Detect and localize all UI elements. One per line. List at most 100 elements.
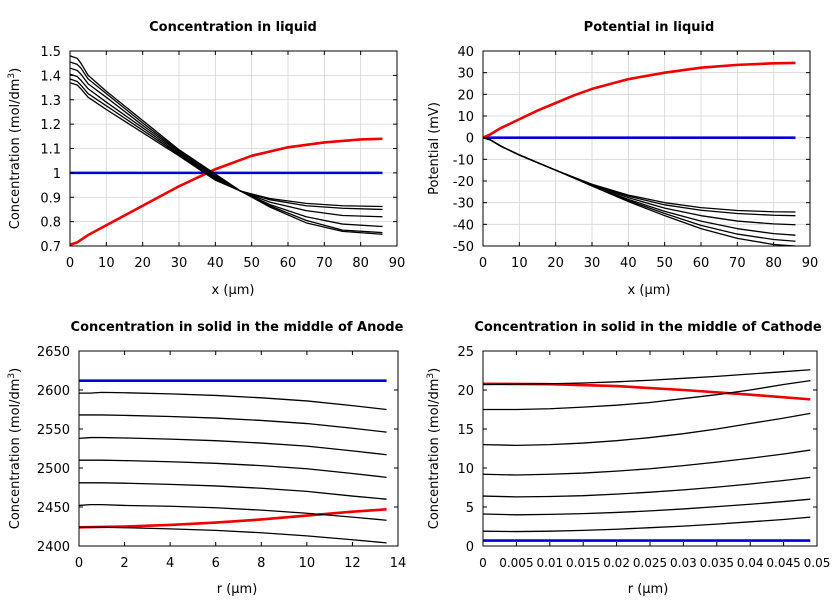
y-tick-label: 2650 [37,345,70,360]
x-axis-label: r (µm) [628,582,669,597]
x-axis-label: x (µm) [212,283,255,298]
x-tick-label: 80 [352,256,369,271]
x-tick-label: 40 [620,256,637,271]
plot-frame [482,50,811,247]
y-tick-label: 1 [53,167,61,182]
y-tick-label: 1.1 [40,143,61,158]
x-tick-label: 0 [66,256,74,271]
y-tick-label: -20 [453,175,474,190]
y-tick-label: 1.5 [40,45,61,60]
y-tick-label: 2600 [37,384,70,399]
series-line-6 [79,482,387,500]
series-line-1 [482,61,796,139]
y-axis-label-tail: ) [427,368,442,373]
x-tick-label: 60 [693,256,710,271]
series-line-1 [69,137,383,247]
y-tick-label: 20 [457,384,474,399]
series-line-3 [483,379,811,411]
series-line-2 [79,391,387,411]
x-tick-label: 14 [390,556,407,571]
series-line-6 [482,137,796,242]
y-tick-label: 5 [466,501,474,516]
series-line-8 [482,516,811,533]
x-tick-label: 10 [98,256,115,271]
series-line-6 [69,78,383,234]
series-line-3 [79,414,387,433]
x-tick-label: 0.05 [804,556,831,570]
x-tick-label: 0.005 [499,556,533,570]
y-tick-label: 15 [457,423,474,438]
x-tick-label: 0 [479,556,487,570]
series-line-8 [79,526,387,544]
x-tick-label: 0.035 [700,556,734,570]
x-tick-label: 90 [389,256,406,271]
x-tick-label: 0.04 [737,556,764,570]
series-line-7 [482,498,811,516]
series-line-6 [482,476,811,498]
series-line-4 [78,436,387,456]
series-line-4 [69,67,383,218]
y-tick-label: 2500 [37,462,70,477]
series-line-3 [69,61,383,211]
y-tick-label: 0 [466,132,474,147]
x-tick-label: 40 [207,256,224,271]
y-tick-label: 1.2 [40,118,61,133]
x-tick-label: 12 [344,556,361,571]
series-line-5 [79,459,387,479]
x-tick-label: 30 [171,256,188,271]
x-tick-label: 0.03 [670,556,697,570]
y-tick-label: 10 [457,462,474,477]
y-tick-label: 0.7 [40,240,61,255]
series-line-7 [69,82,383,235]
y-tick-label: 0 [466,540,474,555]
x-tick-label: 80 [765,256,782,271]
x-tick-label: 2 [120,556,128,571]
x-tick-label: 50 [656,256,673,271]
x-tick-label: 6 [212,556,220,571]
x-tick-label: 60 [280,256,297,271]
y-tick-label: -40 [453,218,474,233]
series-line-5 [482,137,796,236]
y-axis-label-main: Concentration (mol/dm [8,79,23,230]
y-tick-label: 20 [457,88,474,103]
x-axis-label: x (µm) [628,283,671,298]
x-tick-label: 30 [584,256,601,271]
y-tick-label: 30 [457,67,474,82]
x-tick-label: 20 [547,256,564,271]
x-axis-label: r (µm) [217,582,258,597]
x-tick-label: 0.02 [603,556,630,570]
series-line-5 [69,73,383,228]
y-tick-label: 2400 [37,540,70,555]
panel-anode-solid-concentration: Concentration in solid in the middle of … [7,320,406,597]
panel-liquid-concentration: Concentration in liquid 0 10 20 30 40 50 60 70 8… [7,20,405,298]
panel-liquid-potential: Potential in liquid 0 10 20 30 40 50 60 70 80 90 -… [427,20,818,298]
x-tick-label: 10 [299,556,316,571]
x-tick-label: 0.015 [566,556,600,570]
panel-title: Concentration in liquid [149,20,317,35]
y-tick-label: 2550 [37,423,70,438]
y-tick-label: 1.4 [40,69,61,84]
panel-title: Concentration in solid in the middle of … [474,320,822,335]
x-tick-label: 8 [257,556,265,571]
x-tick-label: 0.01 [536,556,563,570]
x-tick-label: 4 [166,556,174,571]
x-tick-label: 20 [134,256,151,271]
series-line-4 [482,412,811,447]
y-tick-label: -50 [453,240,474,255]
x-tick-label: 90 [802,256,819,271]
x-tick-label: 0 [75,556,83,571]
plot-frame [78,350,399,547]
x-tick-label: 70 [729,256,746,271]
y-axis-label-superscript: 3 [7,373,17,379]
y-tick-label: 40 [457,45,474,60]
y-tick-label: 1.3 [40,94,61,109]
panel-title: Concentration in solid in the middle of … [71,320,404,335]
x-tick-label: 50 [243,256,260,271]
y-axis-label-superscript: 3 [7,73,17,79]
x-tick-label: 0.025 [633,556,667,570]
y-axis-label: Potential (mV) [427,102,442,195]
series-line-2 [69,55,383,208]
y-tick-label: 25 [457,345,474,360]
y-axis-label-superscript: 3 [426,373,436,379]
panel-cathode-solid-concentration: Concentration in solid in the middle of … [426,320,830,597]
